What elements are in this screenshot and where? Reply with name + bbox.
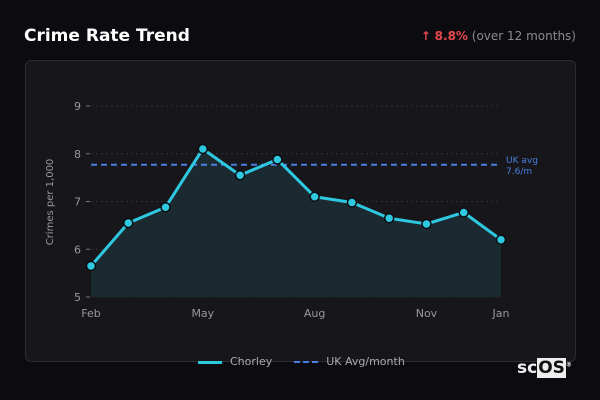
data-point — [272, 154, 283, 165]
data-point — [383, 212, 395, 224]
data-point — [421, 218, 432, 230]
y-tick-label: 6 — [74, 243, 81, 256]
x-tick-label: Jan — [492, 307, 510, 320]
y-tick-label: 7 — [74, 196, 81, 209]
x-tick-label: Feb — [81, 307, 100, 320]
x-tick-label: Nov — [416, 307, 438, 320]
trend-summary: ↑ 8.8% (over 12 months) — [421, 29, 576, 43]
data-point — [495, 234, 507, 245]
x-tick-label: May — [191, 307, 214, 320]
trend-value: 8.8% — [434, 29, 468, 43]
data-point — [309, 191, 320, 202]
data-point — [160, 201, 171, 213]
scos-logo: scOS® — [517, 358, 572, 378]
legend-item-uk-avg[interactable]: UK Avg/month — [294, 355, 405, 368]
trend-up-icon: ↑ — [420, 29, 431, 43]
data-point — [197, 143, 209, 155]
data-point — [234, 169, 246, 181]
data-point — [346, 197, 358, 208]
y-tick-label: 8 — [74, 148, 81, 161]
y-axis-label: Crimes per 1,000 — [45, 159, 56, 246]
y-tick-label: 9 — [74, 100, 81, 113]
series-line — [89, 147, 502, 267]
legend-label: UK Avg/month — [326, 355, 405, 368]
area-fill — [91, 148, 501, 297]
uk-avg-value: 7.6/m — [506, 167, 532, 177]
page-title: Crime Rate Trend — [24, 26, 190, 46]
legend: Chorley UK Avg/month — [198, 355, 405, 368]
legend-label: Chorley — [230, 355, 273, 368]
data-point — [85, 260, 97, 272]
data-point — [458, 207, 469, 218]
data-point — [123, 217, 134, 229]
uk-avg-label: UK avg — [506, 156, 538, 166]
y-tick-label: 5 — [74, 291, 81, 304]
x-tick-label: Aug — [304, 307, 325, 320]
trend-note: (over 12 months) — [471, 29, 576, 43]
legend-item-chorley[interactable]: Chorley — [198, 355, 272, 368]
